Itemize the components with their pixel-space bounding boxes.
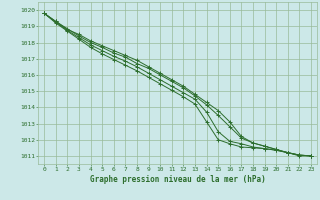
X-axis label: Graphe pression niveau de la mer (hPa): Graphe pression niveau de la mer (hPa) xyxy=(90,175,266,184)
